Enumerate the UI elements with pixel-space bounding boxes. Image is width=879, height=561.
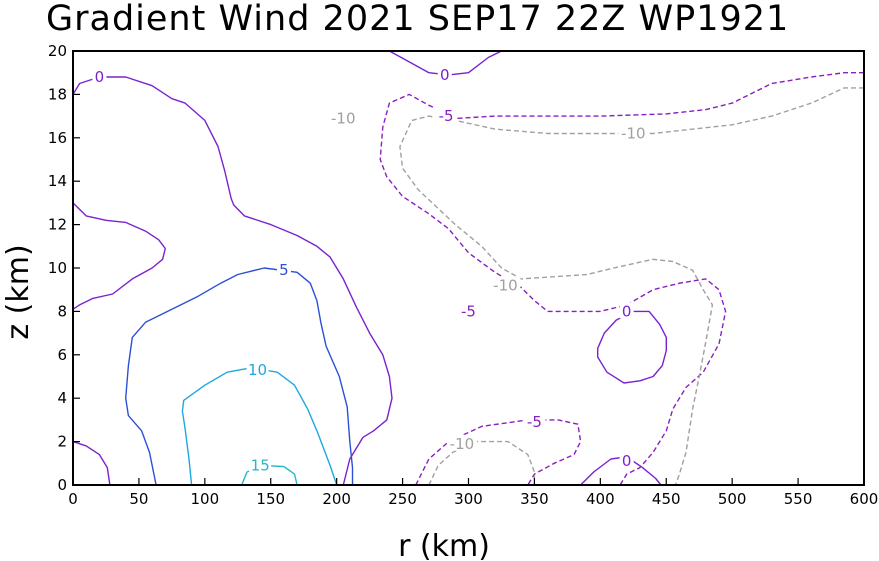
x-tick-label: 50 — [129, 490, 148, 508]
x-tick-label: 200 — [322, 490, 351, 508]
x-tick-label: 350 — [520, 490, 549, 508]
contour-label-bg — [490, 276, 521, 293]
contour-label-3: 0 — [622, 452, 632, 470]
y-axis-label: z (km) — [1, 244, 36, 339]
contour-line--5-6 — [379, 72, 864, 486]
contour-label-11: 5 — [279, 261, 289, 279]
y-tick-label: 12 — [48, 216, 67, 234]
contour-label-10: -10 — [450, 435, 475, 453]
plot-frame — [72, 50, 865, 486]
contour-label-bg — [328, 109, 359, 126]
y-tick-label: 2 — [57, 433, 67, 451]
contour-label-6: -5 — [527, 413, 542, 431]
y-tick-label: 10 — [48, 259, 67, 277]
contour-label-1: 0 — [440, 66, 450, 84]
y-tick-label: 6 — [57, 346, 67, 364]
contour-label-bg — [246, 360, 269, 377]
contour-label-bg — [523, 413, 546, 430]
y-tick-label: 14 — [48, 172, 67, 190]
x-tick-label: 150 — [256, 490, 285, 508]
x-tick-label: 500 — [718, 490, 747, 508]
contour-label-bg — [619, 302, 634, 319]
contour-label-4: -5 — [439, 107, 454, 125]
y-tick-label: 4 — [57, 389, 67, 407]
y-tick-label: 18 — [48, 85, 67, 103]
x-axis: 0 50 100 150 200 250 300 350 400 450 500 550 600 — [68, 478, 878, 508]
y-tick-label: 8 — [57, 302, 67, 320]
x-tick-label: 400 — [586, 490, 615, 508]
contour-label-0: 0 — [95, 68, 105, 86]
x-tick-label: 550 — [784, 490, 813, 508]
plot-area: 0 0 0 0 -5 -5 -5 -10 -10 -10 -10 5 10 15 — [72, 50, 864, 486]
contour-line-0-0 — [72, 76, 393, 486]
contour-label-8: -10 — [621, 124, 646, 142]
contour-label-7: -10 — [331, 109, 356, 127]
contour-line-0-4 — [597, 310, 667, 384]
contour-label-bg — [437, 65, 452, 82]
contour-label-13: 15 — [251, 456, 270, 474]
contour-line-0-1 — [72, 202, 166, 310]
contour-line-5-10 — [125, 267, 354, 486]
x-tick-label: 300 — [454, 490, 483, 508]
contour-line-10-11 — [181, 367, 338, 486]
x-tick-label: 450 — [652, 490, 681, 508]
chart-title: Gradient Wind 2021 SEP17 22Z WP1921 — [46, 0, 789, 39]
contour-line--10-8 — [399, 87, 864, 486]
x-axis-label: r (km) — [398, 529, 490, 561]
contour-line--10-9 — [428, 440, 536, 486]
contour-line-15-12 — [241, 464, 298, 486]
contour-label-5: -5 — [461, 302, 476, 320]
x-tick-label: 100 — [191, 490, 220, 508]
contour-label-bg — [435, 107, 458, 124]
contour-label-bg — [276, 261, 291, 278]
contour-label-12: 10 — [248, 361, 267, 379]
y-tick-label: 16 — [48, 129, 67, 147]
x-tick-label: 0 — [68, 490, 78, 508]
y-axis: 0 2 4 6 8 10 12 14 16 18 20 — [48, 42, 80, 494]
contour-label-bg — [92, 68, 107, 85]
contour-label-2: 0 — [622, 302, 632, 320]
contour-label-bg — [618, 124, 649, 141]
x-tick-label: 250 — [388, 490, 417, 508]
contour-line--5-7 — [415, 419, 582, 486]
contour-line-0-2 — [72, 440, 111, 486]
contour-label-9: -10 — [493, 276, 518, 294]
y-tick-label: 20 — [48, 42, 67, 60]
contour-label-bg — [619, 452, 634, 469]
contour-label-bg — [457, 302, 480, 319]
x-tick-label: 600 — [850, 490, 879, 508]
y-tick-label: 0 — [57, 476, 67, 494]
contour-label-bg — [446, 434, 477, 451]
contour-label-bg — [249, 456, 272, 473]
